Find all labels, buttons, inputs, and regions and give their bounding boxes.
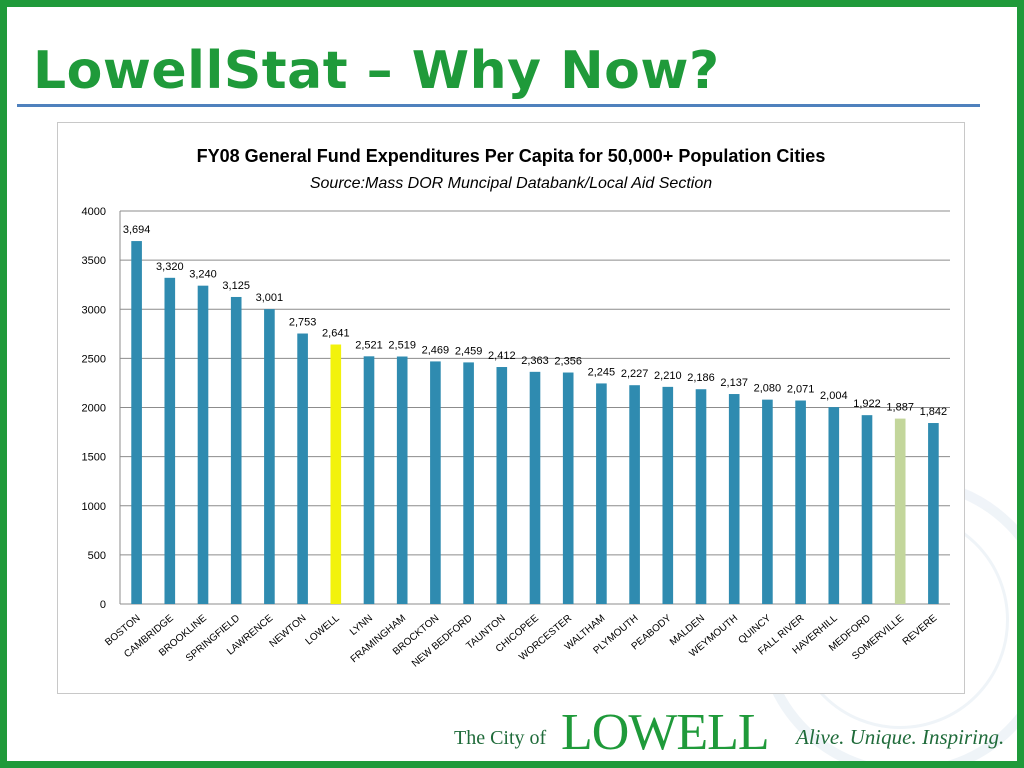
slide-title: LowellStat – Why Now?	[33, 41, 720, 101]
bar-value-label: 3,001	[256, 292, 284, 304]
bar	[928, 423, 939, 604]
bar	[762, 399, 773, 604]
bar-value-label: 2,412	[488, 350, 516, 362]
footer-logo: The City of LOWELL Alive. Unique. Inspir…	[7, 704, 1017, 761]
bar	[496, 367, 508, 604]
bar-value-label: 1,887	[886, 402, 914, 414]
bar-value-label: 2,186	[687, 372, 715, 384]
bar-value-label: 2,641	[322, 328, 350, 340]
x-tick-label: NEWTON	[268, 613, 309, 650]
bar-value-label: 2,210	[654, 370, 682, 382]
bar	[297, 333, 308, 604]
bar-value-label: 1,922	[853, 398, 881, 410]
bar-value-label: 2,363	[521, 355, 549, 367]
bar-value-label: 1,842	[920, 406, 948, 418]
bar	[695, 389, 707, 604]
bar-value-label: 2,459	[455, 345, 483, 357]
bar	[430, 361, 441, 604]
bar-value-label: 2,245	[588, 366, 616, 378]
bar-value-label: 3,694	[123, 224, 151, 236]
y-tick-label: 500	[88, 550, 106, 562]
chart-container: FY08 General Fund Expenditures Per Capit…	[57, 122, 965, 694]
bar	[230, 296, 242, 604]
bar	[629, 385, 640, 604]
bar-value-label: 2,356	[554, 356, 582, 368]
bar-value-label: 2,519	[388, 340, 416, 352]
x-tick-label: LYNN	[348, 613, 375, 638]
chart-svg: FY08 General Fund Expenditures Per Capit…	[82, 146, 950, 670]
footer-prefix: The City of	[454, 727, 547, 749]
bar	[562, 372, 574, 604]
y-tick-label: 2500	[82, 353, 106, 365]
bar	[396, 356, 408, 604]
footer-city-name: LOWELL	[561, 704, 770, 761]
bar-chart: FY08 General Fund Expenditures Per Capit…	[58, 123, 964, 693]
bar	[894, 418, 906, 604]
title-underline	[17, 104, 980, 107]
bar-value-label: 3,125	[222, 280, 250, 292]
bar	[363, 356, 375, 604]
bar	[330, 344, 342, 604]
bar-value-label: 2,753	[289, 317, 317, 329]
y-tick-label: 2000	[82, 403, 106, 415]
bar-value-label: 2,469	[422, 344, 450, 356]
bar-value-label: 2,071	[787, 384, 815, 396]
x-tick-label: REVERE	[901, 613, 940, 648]
bar-value-label: 2,227	[621, 368, 649, 380]
y-tick-label: 3000	[82, 304, 106, 316]
chart-title: FY08 General Fund Expenditures Per Capit…	[197, 146, 826, 166]
y-tick-label: 3500	[82, 255, 106, 267]
bar-value-label: 3,320	[156, 261, 184, 273]
bar	[529, 371, 541, 604]
bar	[861, 415, 873, 604]
y-tick-label: 4000	[82, 206, 106, 218]
bar	[596, 383, 607, 604]
bar-value-label: 2,080	[754, 383, 782, 395]
bar	[463, 362, 474, 604]
y-tick-label: 1000	[82, 501, 106, 513]
bar	[131, 241, 142, 604]
y-tick-label: 1500	[82, 452, 106, 464]
chart-subtitle: Source:Mass DOR Muncipal Databank/Local …	[310, 175, 712, 192]
bar	[795, 400, 806, 604]
bar	[197, 285, 209, 604]
bar	[728, 394, 740, 604]
bar	[828, 407, 840, 604]
bar	[164, 277, 176, 604]
y-tick-label: 0	[100, 599, 106, 611]
bar-value-label: 2,521	[355, 339, 383, 351]
bar	[662, 386, 674, 604]
x-tick-label: NEW BEDFORD	[410, 613, 475, 670]
bar-value-label: 2,004	[820, 390, 848, 402]
footer-tagline: Alive. Unique. Inspiring.	[796, 725, 1005, 749]
bar	[264, 309, 275, 604]
x-tick-label: LOWELL	[304, 613, 342, 648]
bar-value-label: 3,240	[189, 269, 217, 281]
bar-value-label: 2,137	[720, 377, 748, 389]
